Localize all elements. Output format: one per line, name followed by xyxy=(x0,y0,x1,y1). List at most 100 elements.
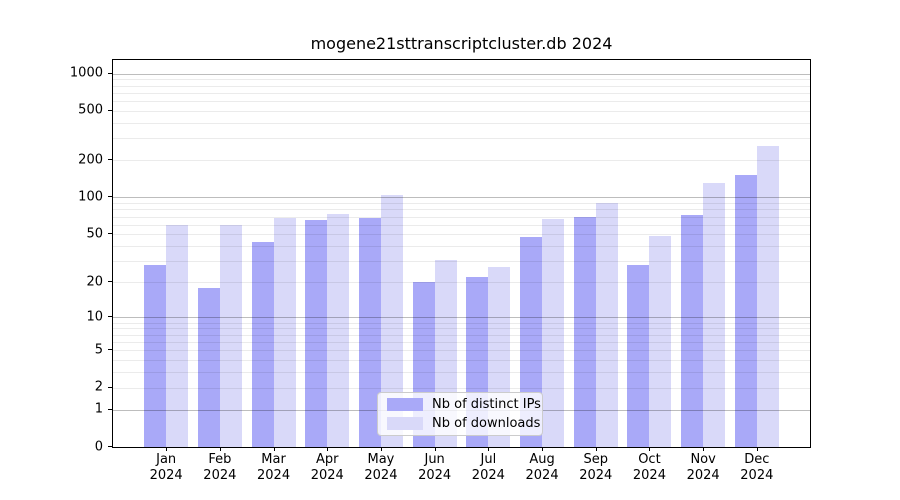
x-tick-label: Sep 2024 xyxy=(579,452,613,483)
legend-swatch-downloads xyxy=(387,417,423,430)
gridline-minor xyxy=(113,328,810,330)
gridline-minor xyxy=(113,160,810,162)
y-tick-mark xyxy=(108,196,112,198)
bar-downloads-jan xyxy=(166,224,189,447)
x-tick-mark xyxy=(219,447,221,451)
y-tick-mark xyxy=(108,72,112,74)
x-tick-mark xyxy=(703,447,705,451)
y-tick-mark xyxy=(108,109,112,111)
gridline-major xyxy=(113,197,810,199)
gridline-minor xyxy=(113,203,810,205)
gridline-minor xyxy=(113,372,810,374)
y-tick-mark xyxy=(108,349,112,351)
y-tick-label: 100 xyxy=(78,189,103,205)
gridline-minor xyxy=(113,85,810,87)
gridline-minor xyxy=(113,224,810,226)
gridline-minor xyxy=(113,322,810,324)
x-tick-label: Jul 2024 xyxy=(471,452,505,483)
gridline-minor xyxy=(113,246,810,248)
gridline-minor xyxy=(113,110,810,112)
y-tick-label: 50 xyxy=(86,226,103,242)
x-tick-label: Oct 2024 xyxy=(632,452,666,483)
gridline-minor xyxy=(113,387,810,389)
x-tick-label: Apr 2024 xyxy=(310,452,344,483)
x-tick-mark xyxy=(327,447,329,451)
x-tick-mark xyxy=(756,447,758,451)
legend-swatch-distinct-ips xyxy=(387,398,423,411)
legend: Nb of distinct IPs Nb of downloads xyxy=(377,392,543,436)
x-tick-label: Aug 2024 xyxy=(525,452,559,483)
gridline-minor xyxy=(113,334,810,336)
gridline-minor xyxy=(113,350,810,352)
gridline-minor xyxy=(113,79,810,81)
bar-distinct-ips-may xyxy=(358,218,381,447)
bar-downloads-sep xyxy=(595,202,618,447)
y-tick-mark xyxy=(108,159,112,161)
bar-downloads-dec xyxy=(756,145,779,447)
bar-downloads-oct xyxy=(649,235,672,447)
gridline-minor xyxy=(113,261,810,263)
bar-distinct-ips-mar xyxy=(251,242,274,447)
gridline-minor xyxy=(113,92,810,94)
gridline-minor xyxy=(113,216,810,218)
x-tick-label: Jan 2024 xyxy=(149,452,183,483)
x-tick-mark xyxy=(380,447,382,451)
gridline-minor xyxy=(113,101,810,103)
gridline-minor xyxy=(113,122,810,124)
y-tick-mark xyxy=(108,233,112,235)
gridline-minor xyxy=(113,209,810,211)
bar-distinct-ips-jan xyxy=(144,264,167,447)
bar-distinct-ips-sep xyxy=(573,217,596,447)
y-tick-label: 1000 xyxy=(69,65,103,81)
y-tick-label: 1 xyxy=(94,401,103,417)
x-tick-mark xyxy=(434,447,436,451)
x-tick-label: Feb 2024 xyxy=(203,452,237,483)
x-tick-mark xyxy=(273,447,275,451)
chart-title: mogene21sttranscriptcluster.db 2024 xyxy=(310,34,613,53)
bar-distinct-ips-feb xyxy=(197,287,220,447)
gridline-minor xyxy=(113,359,810,361)
gridline-minor xyxy=(113,234,810,236)
x-tick-mark xyxy=(649,447,651,451)
gridline-major xyxy=(113,317,810,319)
legend-item-downloads: Nb of downloads xyxy=(387,416,540,431)
bar-downloads-feb xyxy=(219,224,242,447)
x-tick-mark xyxy=(595,447,597,451)
x-tick-mark xyxy=(166,447,168,451)
y-tick-label: 2 xyxy=(94,379,103,395)
bar-downloads-aug xyxy=(542,218,565,447)
x-tick-label: Jun 2024 xyxy=(418,452,452,483)
y-tick-mark xyxy=(108,386,112,388)
bar-downloads-nov xyxy=(703,182,726,447)
y-tick-mark xyxy=(108,316,112,318)
y-tick-label: 20 xyxy=(86,274,103,290)
x-tick-label: Mar 2024 xyxy=(257,452,291,483)
gridline-major xyxy=(113,73,810,75)
x-tick-mark xyxy=(488,447,490,451)
x-tick-label: Dec 2024 xyxy=(740,452,774,483)
y-tick-label: 5 xyxy=(94,342,103,358)
y-tick-mark xyxy=(108,408,112,410)
y-tick-label: 500 xyxy=(78,102,103,118)
x-tick-mark xyxy=(542,447,544,451)
y-tick-mark xyxy=(108,446,112,447)
x-tick-label: Nov 2024 xyxy=(686,452,720,483)
gridline-minor xyxy=(113,282,810,284)
legend-item-distinct-ips: Nb of distinct IPs xyxy=(387,397,541,412)
y-tick-label: 200 xyxy=(78,152,103,168)
legend-label-downloads: Nb of downloads xyxy=(432,415,541,431)
bar-downloads-may xyxy=(380,194,403,447)
y-tick-mark xyxy=(108,281,112,283)
bar-distinct-ips-apr xyxy=(305,219,328,447)
y-tick-label: 0 xyxy=(94,439,103,454)
gridline-minor xyxy=(113,341,810,343)
bar-distinct-ips-oct xyxy=(627,264,650,447)
plot-area: Nb of distinct IPs Nb of downloads xyxy=(112,59,811,448)
bar-distinct-ips-nov xyxy=(681,215,704,447)
x-tick-label: May 2024 xyxy=(364,452,398,483)
bar-downloads-mar xyxy=(273,218,296,447)
gridline-minor xyxy=(113,138,810,140)
legend-label-distinct-ips: Nb of distinct IPs xyxy=(432,396,541,412)
bar-downloads-apr xyxy=(327,214,350,447)
